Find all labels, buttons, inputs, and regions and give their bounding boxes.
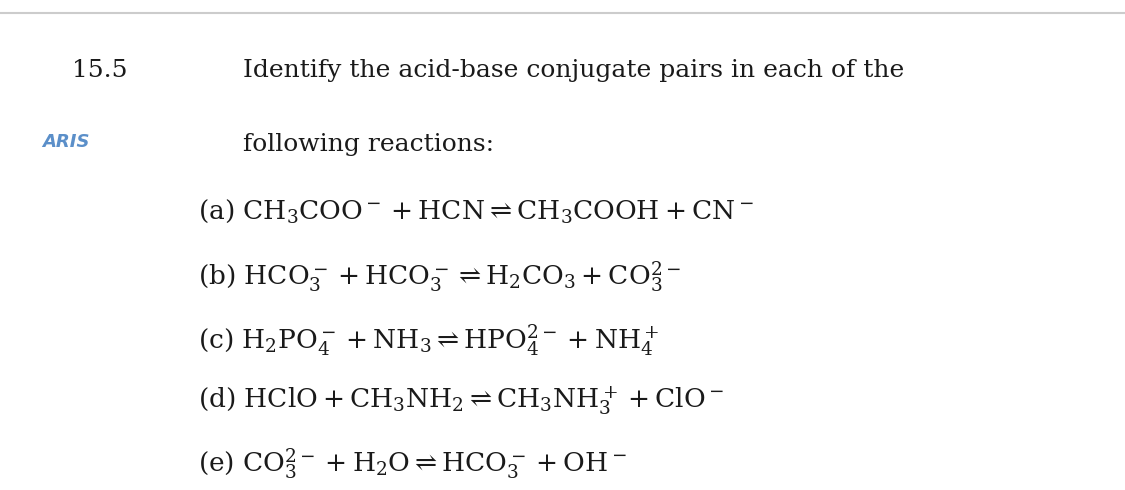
Text: (c) $\mathregular{H_2PO_4^- + NH_3 \rightleftharpoons HPO_4^{2-} + NH_4^+}$: (c) $\mathregular{H_2PO_4^- + NH_3 \righ…: [198, 322, 659, 358]
Text: Identify the acid-base conjugate pairs in each of the: Identify the acid-base conjugate pairs i…: [243, 59, 903, 82]
Text: (e) $\mathregular{CO_3^{2-} + H_2O \rightleftharpoons HCO_3^- + OH^-}$: (e) $\mathregular{CO_3^{2-} + H_2O \righ…: [198, 446, 627, 482]
Text: (b) $\mathregular{HCO_3^- + HCO_3^- \rightleftharpoons H_2CO_3 + CO_3^{2-}}$: (b) $\mathregular{HCO_3^- + HCO_3^- \rig…: [198, 260, 681, 295]
Text: ARIS: ARIS: [42, 133, 89, 151]
Text: following reactions:: following reactions:: [243, 133, 494, 156]
Text: (d) $\mathregular{HClO + CH_3NH_2 \rightleftharpoons CH_3NH_3^+ + ClO^-}$: (d) $\mathregular{HClO + CH_3NH_2 \right…: [198, 384, 723, 417]
Text: 15.5: 15.5: [72, 59, 127, 82]
Text: (a) $\mathregular{CH_3COO^- + HCN \rightleftharpoons CH_3COOH + CN^-}$: (a) $\mathregular{CH_3COO^- + HCN \right…: [198, 197, 754, 225]
